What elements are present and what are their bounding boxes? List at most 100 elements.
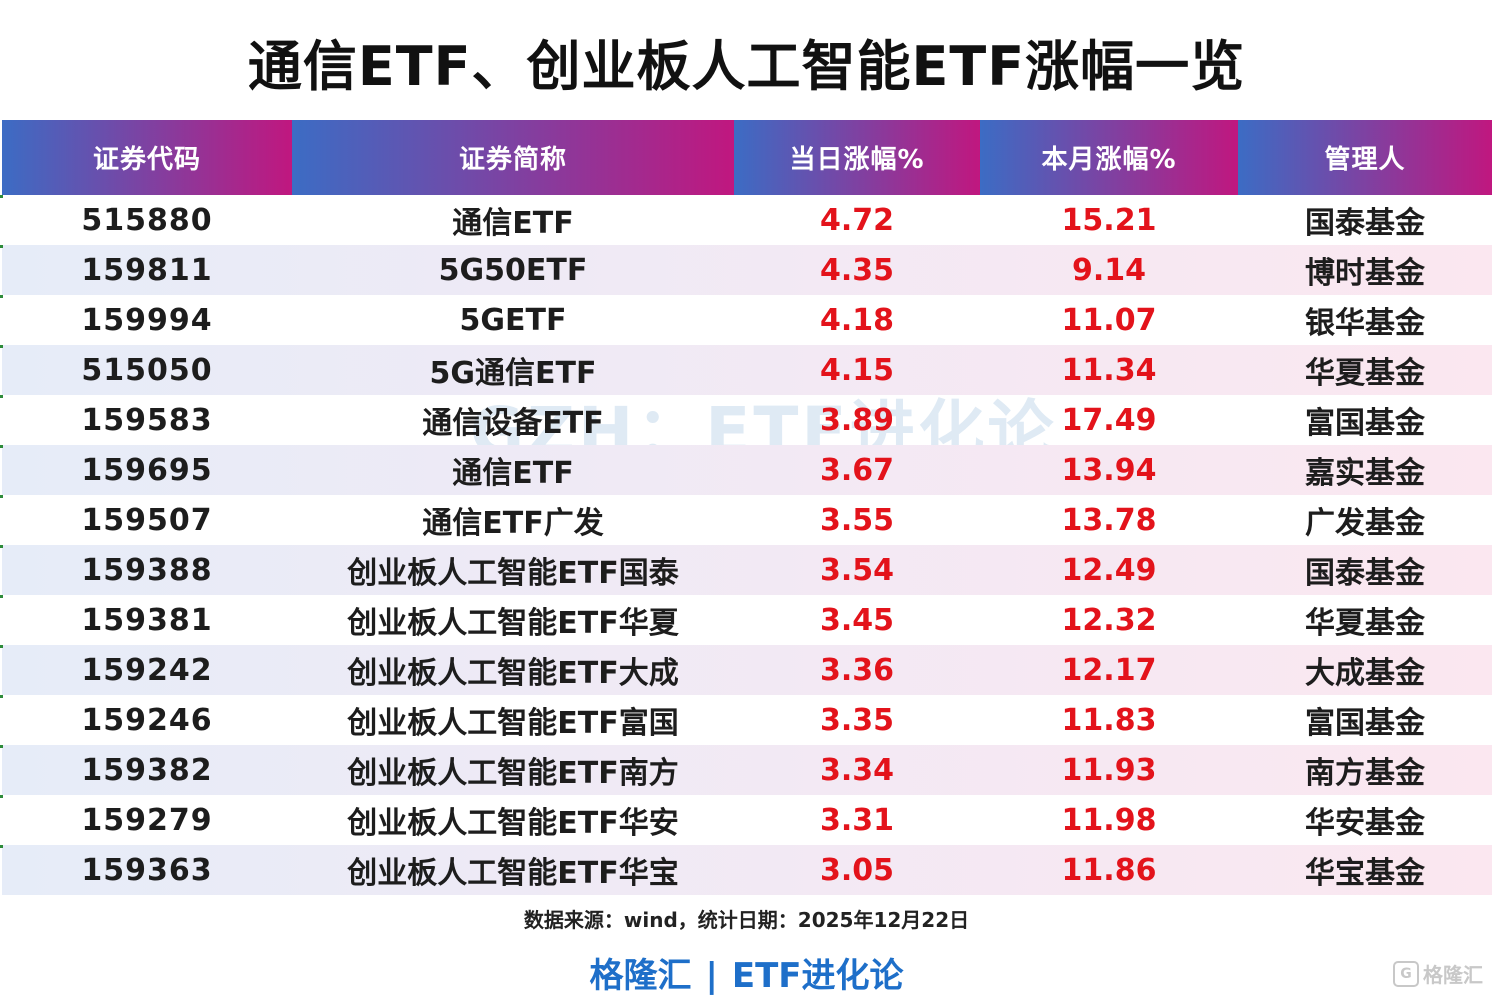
cell-day-change: 3.45: [819, 602, 895, 638]
cell-name: 5G50ETF: [438, 252, 588, 288]
brand-right: ETF进化论: [731, 956, 904, 996]
cell-month-change: 11.86: [1061, 852, 1157, 888]
cell-month-change: 9.14: [1071, 252, 1147, 288]
table-row: 159994 5GETF 4.18 11.07 银华基金: [0, 295, 1492, 345]
cell-name: 创业板人工智能ETF大成: [347, 656, 679, 691]
cell-manager: 博时基金: [1305, 256, 1425, 291]
etf-table: 证券代码 证券简称 当日涨幅% 本月涨幅% 管理人 515880 通信ETF 4.7…: [0, 120, 1492, 895]
cell-month-change: 11.07: [1061, 302, 1157, 338]
cell-day-change: 3.31: [819, 802, 895, 838]
cell-day-change: 3.67: [819, 452, 895, 488]
cell-manager: 国泰基金: [1305, 556, 1425, 591]
cell-manager: 富国基金: [1305, 406, 1425, 441]
cell-code: 159811: [81, 252, 213, 288]
cell-month-change: 12.49: [1061, 552, 1157, 588]
cell-name: 创业板人工智能ETF华夏: [347, 606, 679, 641]
cell-month-change: 15.21: [1061, 202, 1157, 238]
cell-manager: 华夏基金: [1305, 356, 1425, 391]
cell-month-change: 13.94: [1061, 452, 1157, 488]
cell-code: 159382: [81, 752, 213, 788]
cell-code: 515050: [81, 352, 213, 388]
cell-name: 通信设备ETF: [422, 406, 604, 441]
cell-name: 创业板人工智能ETF国泰: [347, 556, 679, 591]
header-manager: 管理人: [1238, 120, 1492, 195]
cell-code: 159246: [81, 702, 213, 738]
cell-code: 159583: [81, 402, 213, 438]
table-row: 515050 5G通信ETF 4.15 11.34 华夏基金: [0, 345, 1492, 395]
cell-day-change: 3.36: [819, 652, 895, 688]
cell-manager: 嘉实基金: [1305, 456, 1425, 491]
cell-manager: 富国基金: [1305, 706, 1425, 741]
cell-day-change: 3.05: [819, 852, 895, 888]
cell-name: 创业板人工智能ETF华安: [347, 806, 679, 841]
g-logo-icon: G: [1393, 960, 1419, 987]
cell-code: 159388: [81, 552, 213, 588]
cell-manager: 银华基金: [1305, 306, 1425, 341]
cell-day-change: 4.18: [819, 302, 895, 338]
cell-month-change: 11.93: [1061, 752, 1157, 788]
header-day-change: 当日涨幅%: [734, 120, 980, 195]
brand-separator: |: [705, 956, 718, 996]
cell-day-change: 3.35: [819, 702, 895, 738]
cell-month-change: 12.32: [1061, 602, 1157, 638]
table-row: 159242 创业板人工智能ETF大成 3.36 12.17 大成基金: [0, 645, 1492, 695]
cell-day-change: 3.55: [819, 502, 895, 538]
header-code: 证券代码: [2, 120, 292, 195]
table-body: 515880 通信ETF 4.72 15.21 国泰基金 159811 5G50ETF 4.3…: [0, 195, 1492, 895]
cell-name: 通信ETF: [452, 206, 574, 241]
cell-code: 515880: [81, 202, 213, 238]
cell-name: 创业板人工智能ETF南方: [347, 756, 679, 791]
table-row: 515880 通信ETF 4.72 15.21 国泰基金: [0, 195, 1492, 245]
cell-month-change: 13.78: [1061, 502, 1157, 538]
cell-name: 通信ETF广发: [422, 506, 604, 541]
table-row: 159811 5G50ETF 4.35 9.14 博时基金: [0, 245, 1492, 295]
cell-name: 创业板人工智能ETF富国: [347, 706, 679, 741]
cell-manager: 国泰基金: [1305, 206, 1425, 241]
brand-line: 格隆汇 | ETF进化论: [0, 948, 1493, 997]
table-row: 159363 创业板人工智能ETF华宝 3.05 11.86 华宝基金: [0, 845, 1492, 895]
cell-code: 159381: [81, 602, 213, 638]
corner-logo: G 格隆汇: [1393, 959, 1483, 988]
header-name: 证券简称: [292, 120, 734, 195]
cell-code: 159994: [81, 302, 213, 338]
cell-day-change: 4.72: [819, 202, 895, 238]
cell-day-change: 4.15: [819, 352, 895, 388]
table-row: 159388 创业板人工智能ETF国泰 3.54 12.49 国泰基金: [0, 545, 1492, 595]
cell-code: 159242: [81, 652, 213, 688]
cell-month-change: 11.34: [1061, 352, 1157, 388]
cell-manager: 大成基金: [1305, 656, 1425, 691]
cell-day-change: 3.54: [819, 552, 895, 588]
cell-code: 159695: [81, 452, 213, 488]
cell-manager: 南方基金: [1305, 756, 1425, 791]
cell-day-change: 3.89: [819, 402, 895, 438]
cell-manager: 华安基金: [1305, 806, 1425, 841]
cell-manager: 广发基金: [1305, 506, 1425, 541]
cell-month-change: 11.83: [1061, 702, 1157, 738]
cell-month-change: 17.49: [1061, 402, 1157, 438]
cell-month-change: 12.17: [1061, 652, 1157, 688]
brand-left: 格隆汇: [589, 956, 692, 996]
cell-code: 159363: [81, 852, 213, 888]
cell-manager: 华夏基金: [1305, 606, 1425, 641]
cell-name: 创业板人工智能ETF华宝: [347, 856, 679, 891]
cell-day-change: 4.35: [819, 252, 895, 288]
cell-name: 5G通信ETF: [429, 356, 597, 391]
table-header: 证券代码 证券简称 当日涨幅% 本月涨幅% 管理人: [2, 120, 1492, 195]
table-row: 159583 通信设备ETF 3.89 17.49 富国基金: [0, 395, 1492, 445]
cell-month-change: 11.98: [1061, 802, 1157, 838]
cell-day-change: 3.34: [819, 752, 895, 788]
cell-manager: 华宝基金: [1305, 856, 1425, 891]
header-month-change: 本月涨幅%: [980, 120, 1238, 195]
table-row: 159246 创业板人工智能ETF富国 3.35 11.83 富国基金: [0, 695, 1492, 745]
cell-code: 159507: [81, 502, 213, 538]
cell-name: 5GETF: [459, 302, 567, 338]
table-row: 159382 创业板人工智能ETF南方 3.34 11.93 南方基金: [0, 745, 1492, 795]
page-title: 通信ETF、创业板人工智能ETF涨幅一览: [247, 35, 1246, 98]
corner-logo-text: 格隆汇: [1423, 963, 1483, 987]
table-row: 159279 创业板人工智能ETF华安 3.31 11.98 华安基金: [0, 795, 1492, 845]
table-row: 159507 通信ETF广发 3.55 13.78 广发基金: [0, 495, 1492, 545]
cell-code: 159279: [81, 802, 213, 838]
cell-name: 通信ETF: [452, 456, 574, 491]
table-row: 159695 通信ETF 3.67 13.94 嘉实基金: [0, 445, 1492, 495]
data-source-note: 数据来源：wind，统计日期：2025年12月22日: [523, 908, 970, 932]
